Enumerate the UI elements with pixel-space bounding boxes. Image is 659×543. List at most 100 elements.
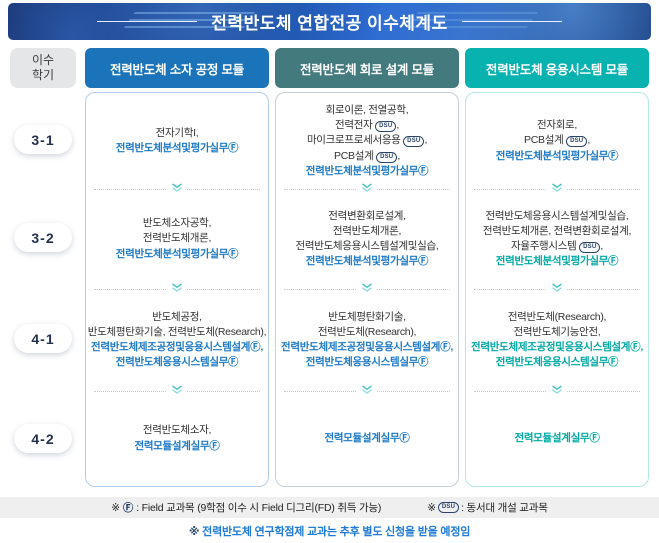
chevron-down-icon <box>547 283 567 293</box>
course-cell: 회로이론, 전열공학, 전력전자 DSU, 마이크로프로세서응용 DSU, PCB설계… <box>276 93 458 189</box>
course-line: PCB설계 DSU, <box>524 133 590 148</box>
module-header-device-process: 전력반도체 소자 공정 모듈 <box>85 48 269 88</box>
course-cell: 전력반도체소자, 전력모듈설계실무Ⓕ <box>86 385 268 486</box>
title-left-rule <box>97 21 198 22</box>
course-line: 전력반도체기능안전, <box>514 325 601 340</box>
title-right-rule <box>461 21 562 22</box>
course-name-emphasis: 전력반도체응용시스템실무Ⓕ <box>305 356 429 369</box>
legend-bar: ※ Ⓕ : Field 교과목 (9학점 이수 시 Field 디그리(FD) … <box>0 497 659 518</box>
course-name: 반도체공정, <box>152 310 202 323</box>
course-line: 전력반도체(Research), <box>507 310 607 325</box>
chevron-down-icon <box>357 283 377 293</box>
course-line: 전력반도체제조공정및응용시스템설계Ⓕ, <box>471 340 643 355</box>
course-name: , <box>397 149 400 162</box>
course-name-emphasis: 전력반도체분석및평가실무Ⓕ <box>115 142 239 154</box>
course-name-emphasis: 전력반도체분석및평가실무Ⓕ <box>495 149 619 162</box>
chevron-down-icon <box>167 283 187 293</box>
dsu-badge-icon: DSU <box>437 502 460 513</box>
course-line: PCB설계 DSU, <box>334 149 400 164</box>
course-name: 반도체평탄화기술, 전력반도체(Research), <box>87 325 267 338</box>
course-name: , <box>587 134 590 147</box>
course-name: PCB설계 <box>524 134 567 147</box>
module-body-application-system: 전자회로, PCB설계 DSU, 전력반도체분석및평가실무Ⓕ 전력반도체응용시스템설계… <box>465 92 649 487</box>
chevron-down-icon <box>547 385 567 395</box>
chevron-down-icon <box>362 283 372 292</box>
course-name: 전력반도체소자, <box>142 424 212 437</box>
course-cell: 반도체소자공학, 전력반도체개론, 전력반도체분석및평가실무Ⓕ <box>86 183 268 289</box>
course-name: 회로이론, 전열공학, <box>325 103 409 116</box>
module-column-device-process: 전력반도체 소자 공정 모듈 전자기학I, 전력반도체분석및평가실무Ⓕ 반도체소자공… <box>85 48 269 487</box>
course-name-emphasis: 전력모듈설계실무Ⓕ <box>324 431 410 444</box>
course-line: 자율주행시스템 DSU, <box>511 239 603 254</box>
course-line: 마이크로프로세서응용 DSU, <box>307 133 427 148</box>
course-line: 전력모듈설계실무Ⓕ <box>324 431 409 446</box>
course-line: 전력모듈설계실무Ⓕ <box>514 431 599 446</box>
course-name: 반도체소자공학, <box>142 217 212 230</box>
module-column-circuit-design: 전력반도체 회로 설계 모듈 회로이론, 전열공학, 전력전자 DSU, 마이크로프… <box>275 48 459 487</box>
dsu-badge-icon: DSU <box>579 242 601 253</box>
course-name: 반도체평탄화기술, <box>328 310 406 323</box>
semester-pill-3-1: 3-1 <box>14 125 72 154</box>
course-cell: 전자회로, PCB설계 DSU, 전력반도체분석및평가실무Ⓕ <box>466 93 648 189</box>
course-line: 전력반도체응용시스템실무Ⓕ <box>116 355 239 370</box>
legend-dsu-text: : 동서대 개설 교과목 <box>461 502 548 514</box>
course-line: 전력반도체제조공정및응용시스템설계Ⓕ, <box>91 340 263 355</box>
course-name: 전력변환회로설계, <box>328 209 406 222</box>
chevron-down-icon <box>362 385 372 394</box>
course-name-emphasis: 전력반도체분석및평가실무Ⓕ <box>305 164 429 177</box>
chevron-down-icon <box>362 183 372 192</box>
course-name-emphasis: 전력반도체제조공정및응용시스템설계Ⓕ, <box>471 341 643 353</box>
chevron-down-icon <box>552 183 562 192</box>
course-line: 반도체공정, <box>152 310 202 325</box>
course-name-emphasis: 전력반도체제조공정및응용시스템설계Ⓕ, <box>91 341 263 353</box>
course-line: 전력반도체개론, 전력변환회로설계, <box>482 224 632 239</box>
chevron-down-icon <box>167 183 187 193</box>
chevron-down-icon <box>547 183 567 193</box>
course-line: 전자기학I, <box>156 126 199 141</box>
course-cell: 반도체평탄화기술, 전력반도체(Research), 전력반도체제조공정및응용시스템… <box>276 283 458 391</box>
legend-marker: ※ <box>427 501 436 514</box>
chevron-down-icon <box>167 385 187 395</box>
course-line: 전력반도체개론, <box>143 231 211 246</box>
note-text: 전력반도체 연구학점제 교과는 추후 별도 신청을 받을 예정임 <box>202 526 471 538</box>
course-name-emphasis: 전력모듈설계실무Ⓕ <box>134 439 220 452</box>
semester-column-header: 이수 학기 <box>10 48 76 88</box>
course-name: 전력반도체개론, 전력변환회로설계, <box>482 224 632 237</box>
dsu-badge-icon: DSU <box>375 121 397 133</box>
module-body-device-process: 전자기학I, 전력반도체분석및평가실무Ⓕ 반도체소자공학, 전력반도체개론, 전력반도체… <box>85 92 269 487</box>
course-name: 전력반도체(Research), <box>507 310 607 323</box>
chevron-down-icon <box>357 183 377 193</box>
title-banner: 전력반도체 연합전공 이수체계도 <box>8 3 651 40</box>
research-credit-note: ※ 전력반도체 연구학점제 교과는 추후 별도 신청을 받을 예정임 <box>0 523 659 539</box>
course-line: 전력반도체응용시스템실무Ⓕ <box>496 355 619 370</box>
course-line: 전력변환회로설계, <box>328 209 406 224</box>
legend-field-course: ※ Ⓕ : Field 교과목 (9학점 이수 시 Field 디그리(FD) … <box>111 500 381 515</box>
course-name: 자율주행시스템 <box>510 240 580 252</box>
course-cell: 전력반도체응용시스템설계및실습, 전력반도체개론, 전력변환회로설계, 자율주행시스… <box>466 183 648 289</box>
legend-field-text: : Field 교과목 (9학점 이수 시 Field 디그리(FD) 취득 가… <box>136 502 382 514</box>
course-cell: 전력모듈설계실무Ⓕ <box>466 385 648 486</box>
course-name-emphasis: 전력모듈설계실무Ⓕ <box>514 431 600 444</box>
course-name-emphasis: 전력반도체분석및평가실무Ⓕ <box>115 247 239 260</box>
course-name: 전력전자 <box>335 119 376 132</box>
note-marker: ※ <box>188 526 200 538</box>
course-line: 전력반도체분석및평가실무Ⓕ <box>496 254 619 269</box>
dsu-badge-icon: DSU <box>403 136 425 148</box>
dsu-badge-icon: DSU <box>376 151 398 163</box>
course-cell: 전력변환회로설계, 전력반도체개론, 전력반도체응용시스템설계및실습, 전력반도체분석… <box>276 183 458 289</box>
course-name: 전력반도체응용시스템설계및실습, <box>295 240 439 252</box>
course-line: 전력반도체소자, <box>143 423 211 438</box>
chevron-down-icon <box>552 385 562 394</box>
course-line: 전력반도체분석및평가실무Ⓕ <box>116 247 239 262</box>
course-line: 전력반도체개론, <box>333 224 401 239</box>
chevron-down-icon <box>552 283 562 292</box>
course-cell: 전력반도체(Research), 전력반도체기능안전, 전력반도체제조공정및응용시스… <box>466 283 648 391</box>
chevron-down-icon <box>357 385 377 395</box>
course-line: 전력반도체분석및평가실무Ⓕ <box>116 141 239 156</box>
module-body-circuit-design: 회로이론, 전열공학, 전력전자 DSU, 마이크로프로세서응용 DSU, PCB설계… <box>275 92 459 487</box>
course-name-emphasis: 전력반도체응용시스템실무Ⓕ <box>495 356 619 369</box>
course-name: , <box>600 240 604 252</box>
chevron-down-icon <box>172 183 182 192</box>
circled-f-icon: Ⓕ <box>122 502 134 514</box>
